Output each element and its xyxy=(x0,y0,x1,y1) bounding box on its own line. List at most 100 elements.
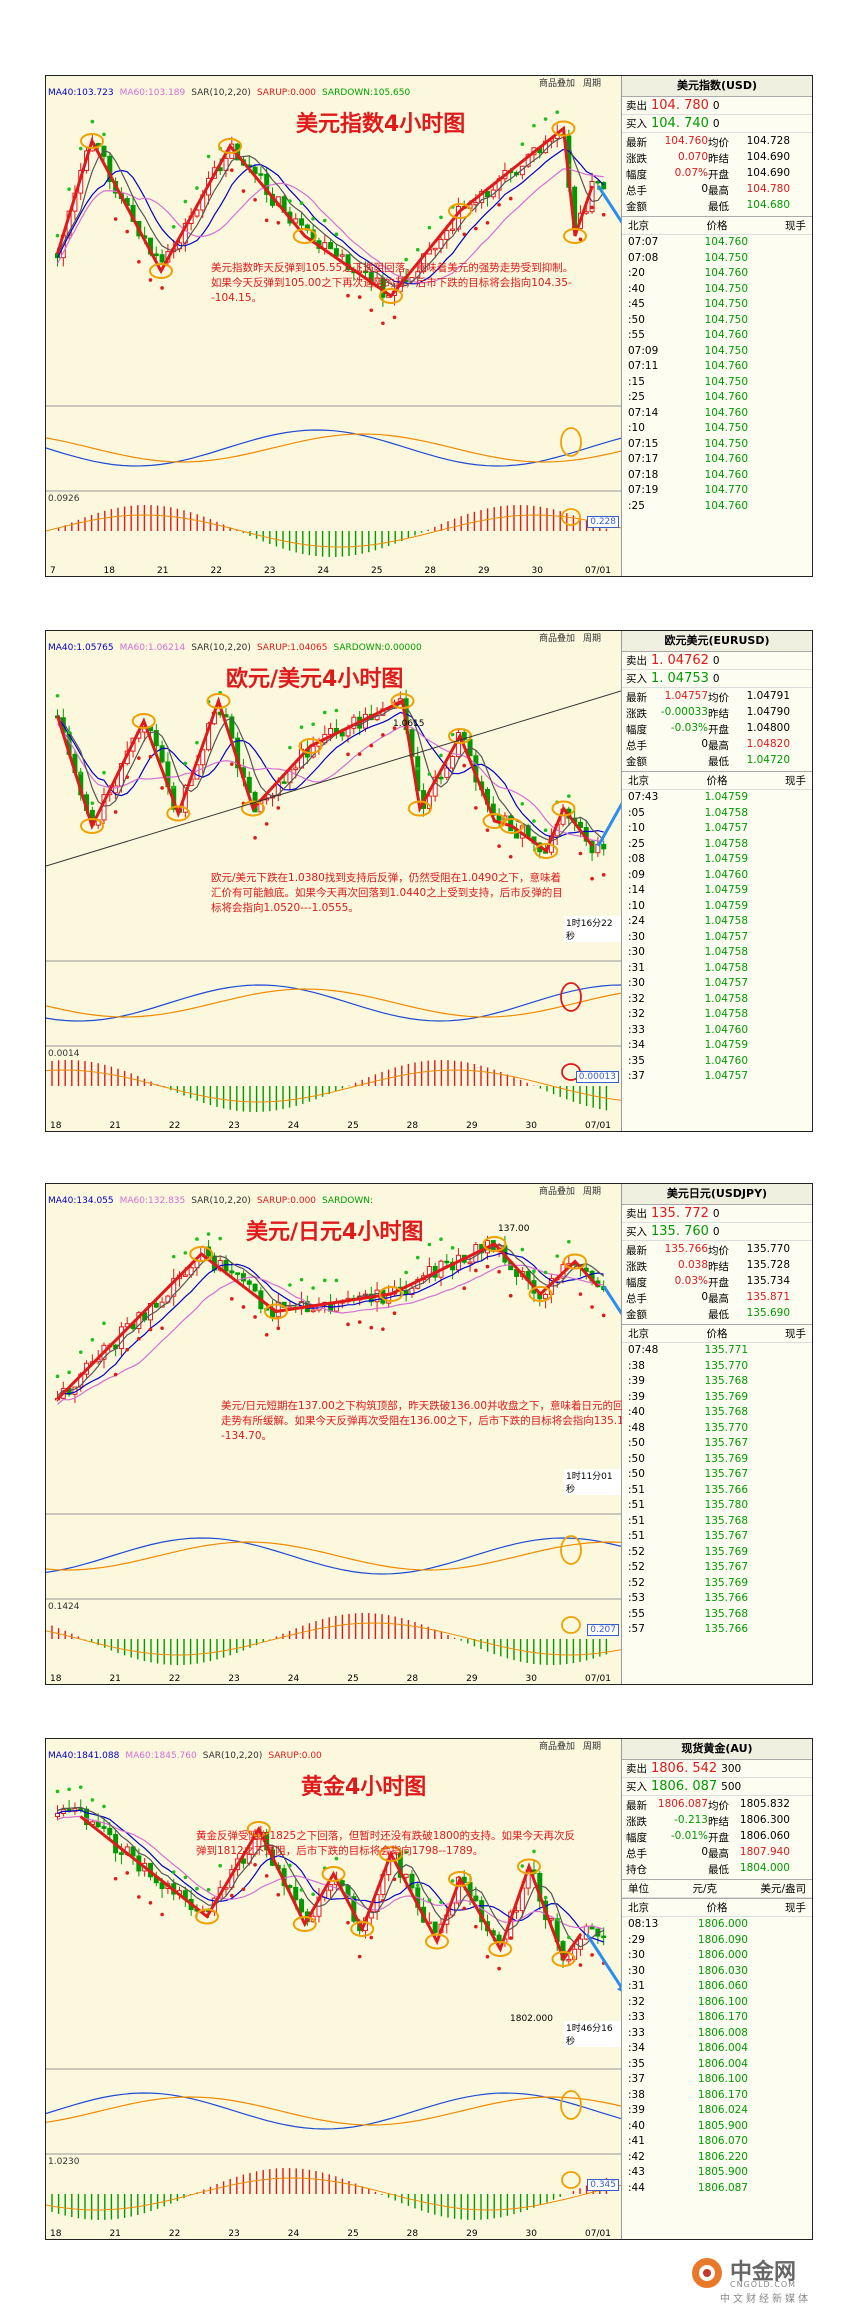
buy-row[interactable]: 买入 1. 04753 0 xyxy=(622,670,812,688)
tick-time: :30 xyxy=(628,1949,645,1961)
ma60-line xyxy=(57,1815,604,1930)
tick-row: :31 1.04758 xyxy=(622,961,812,977)
candle-93 xyxy=(595,180,601,191)
sar-dot-32 xyxy=(241,1887,246,1892)
unit-row[interactable]: 单位 元/克 美元/盎司 xyxy=(622,1879,812,1898)
tick-time: :30 xyxy=(628,946,645,958)
chart-title: 美元/日元4小时图 xyxy=(246,1220,424,1245)
buy-row[interactable]: 买入 135. 760 0 xyxy=(622,1223,812,1241)
menu-item-1[interactable]: 周期 xyxy=(582,634,601,644)
x-tick-6: 28 xyxy=(406,2229,419,2239)
tick-volume xyxy=(748,1467,806,1483)
sell-row[interactable]: 卖出 135. 772 0 xyxy=(622,1205,812,1223)
kdj-line-1 xyxy=(46,429,621,467)
tick-volume xyxy=(748,868,806,884)
buy-row[interactable]: 买入 1806. 087 500 xyxy=(622,1778,812,1796)
turning-point-4 xyxy=(321,1866,346,1882)
sar-dot-72 xyxy=(474,1924,478,1929)
menu-item-1[interactable]: 周期 xyxy=(582,1742,601,1752)
sar-dot-4 xyxy=(78,1350,83,1354)
tick-time: :25 xyxy=(628,837,645,850)
stat-cell-1-0: 涨跌 xyxy=(626,153,647,165)
subpane-label: 0.1424 xyxy=(48,1602,80,1612)
sar-dot-40 xyxy=(288,1283,292,1287)
tick-row: 07:09 104.750 xyxy=(622,344,812,360)
stat-cell-3-2: 最高 xyxy=(708,1848,729,1860)
x-tick-6: 28 xyxy=(406,1674,419,1684)
sar-dot-24 xyxy=(195,1237,199,1241)
tick-row: :42 1806.220 xyxy=(622,2150,812,2166)
tick-row: :53 135.766 xyxy=(622,1591,812,1607)
chart-area[interactable]: MA40:103.723 MA60:103.189 SAR(10,2,20) SARU… xyxy=(46,76,622,576)
menu-item-0[interactable]: 商品叠加 xyxy=(538,634,575,644)
tick-volume xyxy=(748,1560,806,1576)
tick-time: :37 xyxy=(628,1070,645,1082)
sar-dot-86 xyxy=(555,110,560,115)
sar-dot-34 xyxy=(253,836,257,840)
chart-area[interactable]: MA40:1841.088 MA60:1845.760 SAR(10,2,20) SA… xyxy=(46,1739,622,2239)
tick-row: :25 104.760 xyxy=(622,499,812,515)
stat-cell-4-3: 1804.000 xyxy=(739,1862,790,1874)
sell-row[interactable]: 卖出 1. 04762 0 xyxy=(622,652,812,670)
unit-1[interactable]: 元/克 xyxy=(692,1883,717,1895)
chart-menu[interactable]: 商品叠加 周期 xyxy=(531,1184,601,1197)
turning-point-11 xyxy=(551,1951,576,1967)
chart-area[interactable]: MA40:1.05765 MA60:1.06214 SAR(10,2,20) SARU… xyxy=(46,631,622,1131)
tick-row: :48 135.770 xyxy=(622,1421,812,1437)
logo-icon xyxy=(692,2258,722,2288)
candle-47 xyxy=(328,239,334,250)
chart-menu[interactable]: 商品叠加 周期 xyxy=(531,1739,601,1752)
tick-volume xyxy=(748,2057,806,2073)
stat-cell-3-3: 135.871 xyxy=(746,1291,790,1303)
menu-item-1[interactable]: 周期 xyxy=(582,79,601,89)
sar-dot-74 xyxy=(485,220,490,225)
indicator-4: SARDOWN: xyxy=(322,1196,373,1206)
tick-volume xyxy=(748,1054,806,1070)
stat-cell-4-0: 金额 xyxy=(626,756,647,768)
unit-2[interactable]: 美元/盎司 xyxy=(760,1883,806,1895)
stat-cell-0-3: 104.728 xyxy=(746,135,790,147)
sar-dot-82 xyxy=(532,1269,536,1273)
tick-time: :55 xyxy=(628,1607,645,1620)
stat-cell-1-3: 104.690 xyxy=(746,151,790,163)
menu-item-0[interactable]: 商品叠加 xyxy=(538,79,575,89)
tick-price: 1805.900 xyxy=(697,2166,748,2178)
x-tick-7: 29 xyxy=(466,1121,478,1131)
candle-34 xyxy=(252,164,258,183)
ma-short-line xyxy=(57,1806,604,1948)
x-tick-2: 22 xyxy=(168,1674,181,1684)
sell-row[interactable]: 卖出 1806. 542 300 xyxy=(622,1760,812,1778)
buy-row[interactable]: 买入 104. 740 0 xyxy=(622,115,812,133)
candle-17 xyxy=(153,246,159,262)
macd-line xyxy=(46,2177,621,2211)
menu-item-0[interactable]: 商品叠加 xyxy=(538,1742,575,1752)
chart-area[interactable]: MA40:134.055 MA60:132.835 SAR(10,2,20) SARU… xyxy=(46,1184,634,1684)
x-tick-8: 30 xyxy=(525,1674,537,1684)
turning-point-1 xyxy=(195,1908,219,1925)
tick-row: :38 1806.170 xyxy=(622,2088,812,2104)
tick-row: :33 1806.170 xyxy=(622,2010,812,2026)
menu-item-1[interactable]: 周期 xyxy=(582,1187,601,1197)
stat-cell-2-1: -0.03% xyxy=(670,722,708,734)
sar-dot-68 xyxy=(450,1246,455,1250)
tick-volume xyxy=(748,483,806,499)
chart-menu[interactable]: 商品叠加 周期 xyxy=(531,631,601,644)
menu-item-0[interactable]: 商品叠加 xyxy=(538,1187,575,1197)
chart-menu[interactable]: 商品叠加 周期 xyxy=(531,76,601,89)
sell-row[interactable]: 卖出 104. 780 0 xyxy=(622,97,812,115)
tick-price: 1806.024 xyxy=(697,2104,748,2116)
stat-cell-3-2: 最高 xyxy=(708,1293,729,1305)
channel-line xyxy=(46,690,621,867)
sar-dot-74 xyxy=(485,1954,490,1959)
tick-price: 104.760 xyxy=(704,236,748,248)
tick-volume xyxy=(748,899,806,915)
buy-price: 1. 04753 xyxy=(651,671,709,686)
kdj-line-1 xyxy=(46,984,621,1022)
x-tick-6: 25 xyxy=(371,566,383,576)
tick-volume xyxy=(748,1038,806,1054)
stat-cell-3-1: 0 xyxy=(701,1846,708,1858)
tick-row: :40 104.750 xyxy=(622,282,812,298)
forecast-arrow xyxy=(596,802,621,847)
tick-header-2: 现手 xyxy=(785,1328,806,1340)
tick-volume xyxy=(748,1069,806,1085)
